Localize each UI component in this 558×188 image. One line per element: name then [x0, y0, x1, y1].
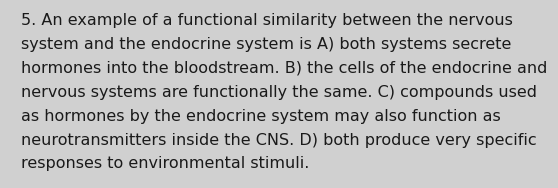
Text: hormones into the bloodstream. B) the cells of the endocrine and: hormones into the bloodstream. B) the ce… — [21, 61, 547, 76]
Text: nervous systems are functionally the same. C) compounds used: nervous systems are functionally the sam… — [21, 85, 537, 100]
Text: responses to environmental stimuli.: responses to environmental stimuli. — [21, 156, 310, 171]
Text: as hormones by the endocrine system may also function as: as hormones by the endocrine system may … — [21, 109, 501, 124]
Text: system and the endocrine system is A) both systems secrete: system and the endocrine system is A) bo… — [21, 37, 512, 52]
Text: neurotransmitters inside the CNS. D) both produce very specific: neurotransmitters inside the CNS. D) bot… — [21, 133, 537, 148]
Text: 5. An example of a functional similarity between the nervous: 5. An example of a functional similarity… — [21, 13, 513, 28]
